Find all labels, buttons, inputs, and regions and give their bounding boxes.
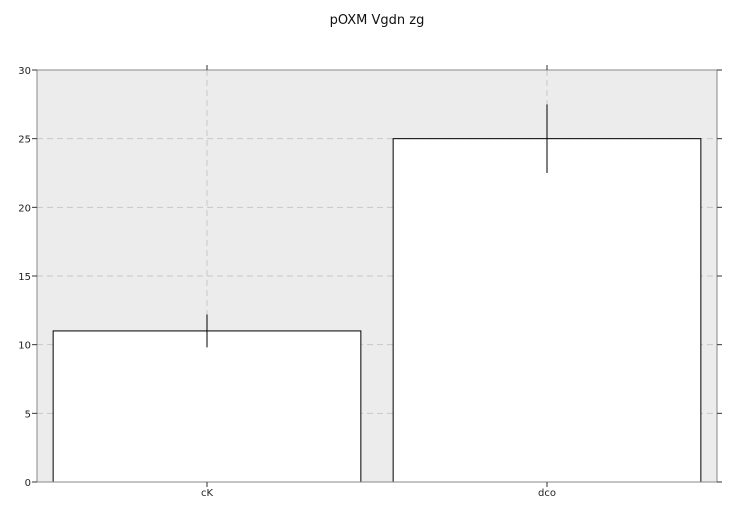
- x-tick-label: cK: [201, 488, 213, 499]
- y-tick-label: 15: [18, 272, 31, 283]
- axis-ticks: 0 5 10 15 20 25 30 cK dco: [18, 65, 722, 499]
- chart-title: pOXM Vgdn zg: [330, 13, 425, 28]
- y-tick-label: 20: [18, 203, 31, 214]
- bar-dco: [392, 138, 702, 483]
- bar-cK: [52, 330, 362, 483]
- x-tick-label: dco: [538, 488, 556, 499]
- y-tick-label: 5: [25, 409, 31, 420]
- y-tick-label: 30: [18, 66, 31, 77]
- error-bars: [206, 104, 548, 348]
- y-tick-label: 25: [18, 135, 31, 146]
- y-tick-label: 10: [18, 341, 31, 352]
- bars: [52, 138, 702, 483]
- y-tick-label: 0: [25, 478, 31, 489]
